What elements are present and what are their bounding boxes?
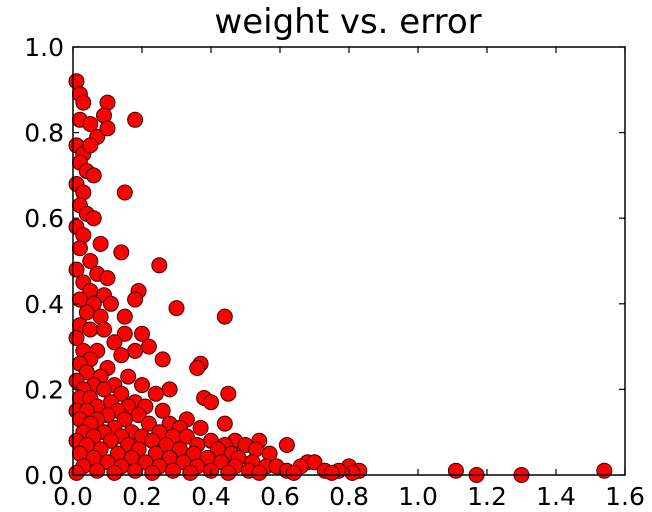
data-point [144,464,161,481]
data-point [151,257,168,274]
data-point [82,116,99,132]
x-tick-label: 0.6 [260,482,300,511]
data-point [99,270,116,287]
x-tick-label: 0.8 [329,482,369,511]
data-point [220,464,237,481]
data-point [127,291,144,308]
data-point [323,464,340,481]
chart-title: weight vs. error [214,2,481,42]
data-point [127,342,144,359]
data-point [68,464,85,481]
data-point [113,385,130,402]
data-point [106,464,123,481]
data-point [82,253,99,269]
data-point [220,385,237,402]
data-point [344,464,361,481]
data-point [168,300,185,317]
data-point [116,308,133,325]
x-tick-label: 1.2 [467,482,507,511]
data-point [192,419,209,436]
data-point [92,235,109,252]
data-point [85,167,102,184]
data-point [165,462,181,479]
data-point [127,462,144,479]
data-point [96,321,112,338]
data-point [116,411,133,428]
data-point [161,381,178,398]
x-tick-label: 0.0 [53,482,93,511]
data-point [182,464,199,481]
data-point [447,462,464,479]
data-point [113,244,130,261]
data-point [278,437,295,453]
data-point [140,415,157,432]
data-point [285,464,302,481]
x-tick-label: 1.0 [398,482,438,511]
data-point [71,240,88,257]
axis-tick-labels: 0.0 0.2 0.4 0.6 0.8 1.0 1.2 1.4 1.6 0.0 0.2 0.4 0.6 0… [24,33,645,511]
data-point [89,462,106,479]
data-point [102,295,119,312]
data-point [134,377,150,394]
x-tick-label: 1.4 [536,482,576,511]
data-point [113,347,130,364]
data-point [127,111,144,128]
data-point [102,432,119,449]
data-point [82,137,99,154]
data-point [154,351,171,368]
axis-ticks [72,46,626,476]
data-point [120,368,137,385]
data-point [99,120,116,137]
data-point [216,308,233,325]
y-tick-label: 1.0 [24,33,64,62]
data-point [82,321,99,338]
data-point [140,338,157,355]
y-tick-label: 0.6 [24,204,64,233]
x-tick-label: 0.4 [191,482,231,511]
data-point [116,184,133,201]
y-tick-label: 0.2 [24,375,64,404]
data-point [178,428,195,445]
data-point [216,415,233,432]
data-point [251,464,268,481]
x-tick-label: 0.2 [122,482,162,511]
points-layer [68,73,613,483]
data-point [106,334,123,351]
data-point [154,402,171,419]
data-point [96,381,112,398]
data-point [134,325,150,342]
y-tick-label: 0.8 [24,119,64,148]
data-point [75,94,92,111]
y-tick-label: 0.4 [24,290,64,319]
data-point [596,462,613,479]
data-point [85,210,102,227]
data-point [147,385,164,402]
data-point [189,360,206,376]
x-tick-label: 1.6 [605,482,645,511]
y-tick-label: 0.0 [24,461,64,490]
data-point [203,394,219,411]
data-point [116,325,133,342]
